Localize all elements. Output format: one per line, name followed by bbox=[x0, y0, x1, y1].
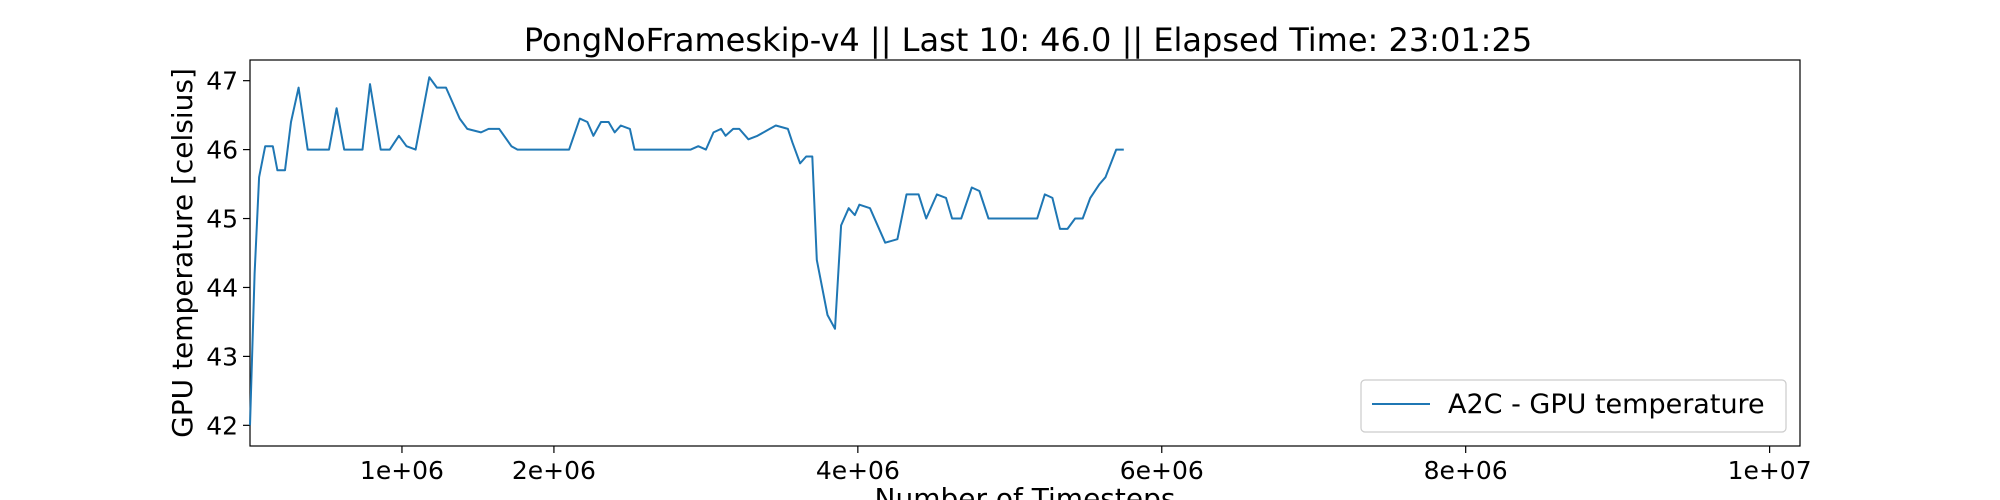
plot-frame bbox=[249, 59, 1801, 447]
x-tick-label: 1e+06 bbox=[360, 456, 444, 485]
x-tick-label: 4e+06 bbox=[816, 456, 900, 485]
x-axis-ticks: 1e+06 2e+06 4e+06 6e+06 8e+06 1e+07 bbox=[360, 446, 1812, 485]
legend: A2C - GPU temperature bbox=[1360, 379, 1787, 433]
legend-label: A2C - GPU temperature bbox=[1448, 389, 1765, 420]
series-line-0 bbox=[249, 76, 1124, 426]
x-tick-label: 8e+06 bbox=[1424, 456, 1508, 485]
y-tick-label: 44 bbox=[206, 273, 238, 302]
series-group bbox=[249, 76, 1124, 426]
x-tick-label: 1e+07 bbox=[1728, 456, 1812, 485]
y-axis-ticks: 42 43 44 45 46 47 bbox=[206, 67, 250, 440]
legend-box bbox=[1360, 379, 1787, 433]
y-tick-label: 43 bbox=[206, 342, 238, 371]
chart-title: PongNoFrameskip-v4 || Last 10: 46.0 || E… bbox=[524, 21, 1532, 59]
x-tick-label: 6e+06 bbox=[1120, 456, 1204, 485]
axes: 1e+06 2e+06 4e+06 6e+06 8e+06 1e+07 424344454… bbox=[206, 59, 1812, 485]
y-tick-label: 47 bbox=[206, 67, 238, 96]
x-tick-label: 2e+06 bbox=[512, 456, 596, 485]
y-tick-label: 45 bbox=[206, 205, 238, 234]
y-tick-label: 46 bbox=[206, 136, 238, 165]
x-axis-label: Number of Timesteps bbox=[875, 482, 1176, 500]
y-tick-label: 42 bbox=[206, 411, 238, 440]
y-axis-label: GPU temperature [celsius] bbox=[166, 68, 199, 438]
